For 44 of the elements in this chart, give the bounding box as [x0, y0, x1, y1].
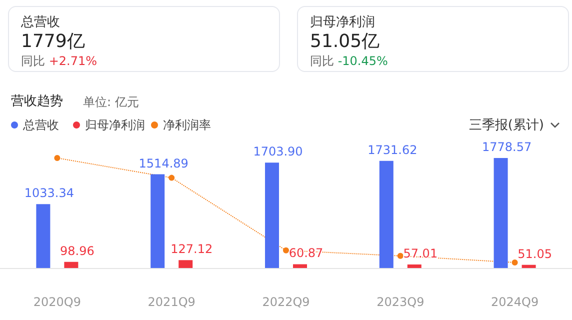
text: 同比 [21, 54, 45, 68]
bar [178, 260, 193, 268]
text: 51.05亿 [310, 31, 381, 53]
bar [407, 264, 422, 268]
point [54, 155, 60, 161]
x-tick-label: 2023Q9 [376, 295, 424, 309]
bar [64, 262, 78, 268]
legend-label: 总营收 [22, 118, 59, 132]
data-label: 98.96 [60, 244, 94, 258]
text: 同比 [310, 54, 334, 68]
x-tick-label: 2021Q9 [148, 295, 196, 309]
x-tick-label: 2020Q9 [33, 295, 82, 309]
text: -10.45% [338, 54, 388, 68]
data-label: 1514.89 [138, 156, 188, 170]
bar [150, 174, 165, 268]
bar [522, 264, 536, 268]
text: 三季报(累计) [468, 117, 544, 134]
data-label: 1703.90 [253, 144, 303, 159]
bar [36, 204, 50, 268]
x-tick-label: 2024Q9 [490, 295, 539, 309]
text: 归母净利润 [310, 14, 376, 31]
data-label: 127.12 [170, 242, 213, 256]
text: +2.71% [48, 54, 98, 68]
data-label: 1731.62 [368, 142, 418, 157]
point [512, 260, 518, 266]
text: 总营收 [21, 14, 61, 31]
legend-label: 归母净利润 [85, 118, 145, 132]
point [397, 252, 404, 259]
chart-subtitle: 单位: 亿元 [83, 95, 139, 109]
data-label: 60.87 [288, 246, 324, 260]
data-label: 1778.57 [482, 140, 532, 154]
legend-label: 净利润率 [163, 118, 211, 132]
bar [265, 162, 279, 268]
bar [494, 158, 508, 268]
text: 1779亿 [21, 31, 86, 53]
bar [293, 264, 307, 268]
x-tick-label: 2022Q9 [262, 295, 310, 309]
chart-title: 营收趋势 [11, 94, 63, 109]
data-label: 51.05 [518, 246, 552, 261]
bar [379, 160, 394, 268]
data-label: 1033.34 [24, 186, 74, 200]
data-label: 57.01 [403, 246, 438, 260]
point [168, 174, 175, 181]
point [283, 247, 289, 254]
